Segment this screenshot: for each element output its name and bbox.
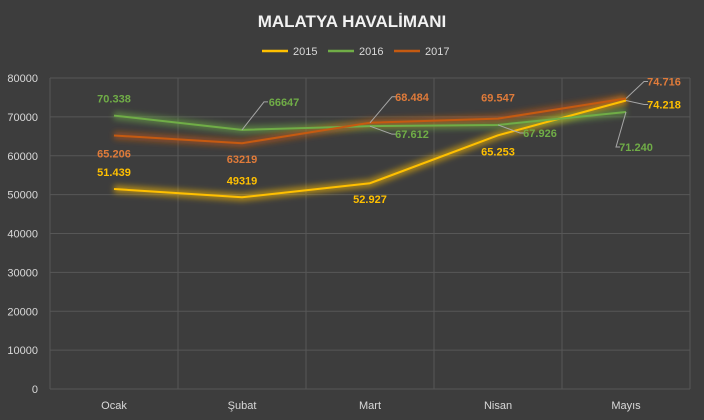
legend-label: 2015 (293, 46, 317, 58)
data-label: 49319 (227, 175, 258, 187)
label-leader-lines (241, 81, 648, 148)
data-label: 67.926 (523, 128, 557, 140)
data-label: 63219 (227, 154, 258, 166)
data-label: 66647 (269, 97, 300, 109)
label-leader (369, 96, 396, 124)
y-axis: 0 10000 20000 30000 40000 50000 60000 70000 8000… (7, 73, 38, 396)
label-leader (615, 111, 627, 148)
x-tick-label: Mayıs (611, 400, 641, 412)
data-label: 74.218 (647, 99, 681, 111)
data-label: 68.484 (395, 92, 430, 104)
label-leader (625, 81, 648, 99)
y-tick-label: 20000 (7, 306, 38, 318)
y-tick-label: 0 (32, 384, 38, 396)
data-label: 70.338 (97, 94, 131, 106)
data-label: 74.716 (647, 77, 681, 89)
label-leader (369, 125, 396, 135)
chart-title: MALATYA HAVALİMANI (258, 12, 447, 31)
x-axis: Ocak Şubat Mart Nisan Mayıs (101, 400, 641, 412)
data-label: 52.927 (353, 194, 387, 206)
legend-label: 2017 (425, 46, 449, 58)
data-label: 51.439 (97, 167, 131, 179)
series-line (113, 99, 627, 199)
label-leader (241, 101, 268, 131)
label-leader (497, 124, 524, 134)
legend-label: 2016 (359, 46, 383, 58)
x-tick-label: Nisan (484, 400, 512, 412)
data-label: 71.240 (619, 142, 653, 154)
label-leader (625, 99, 648, 105)
y-tick-label: 70000 (7, 112, 38, 124)
data-labels: 51.439 49319 52.927 65.253 74.218 70.338 66647… (97, 77, 681, 207)
x-tick-label: Şubat (228, 400, 257, 412)
data-label: 65.253 (481, 146, 515, 158)
legend: 2015 2016 2017 (262, 46, 449, 58)
y-tick-label: 40000 (7, 229, 38, 241)
y-tick-label: 80000 (7, 73, 38, 85)
x-tick-label: Ocak (101, 400, 127, 412)
y-tick-label: 50000 (7, 190, 38, 202)
y-tick-label: 60000 (7, 151, 38, 163)
y-tick-label: 10000 (7, 345, 38, 357)
y-tick-label: 30000 (7, 267, 38, 279)
x-tick-label: Mart (359, 400, 381, 412)
data-label: 67.612 (395, 129, 429, 141)
data-label: 69.547 (481, 93, 515, 105)
data-label: 65.206 (97, 149, 131, 161)
